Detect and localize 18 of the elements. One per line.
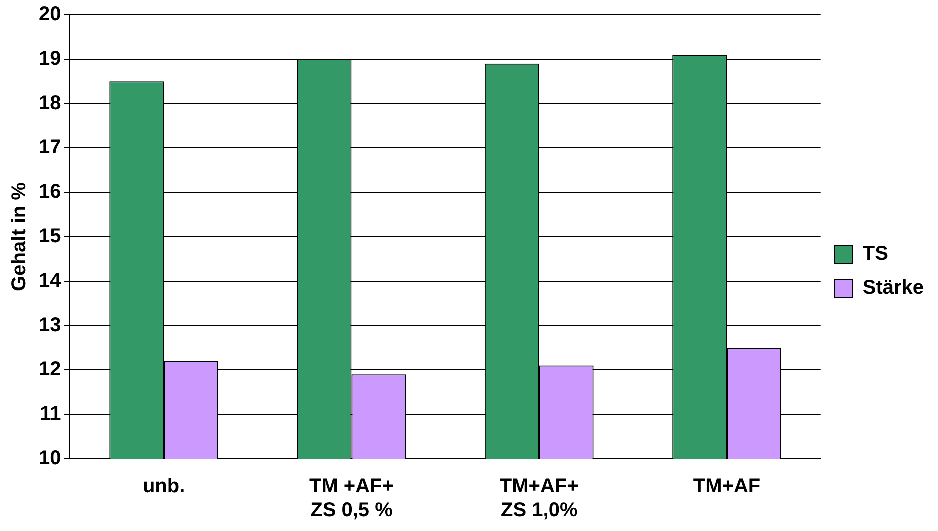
x-tick-label: TM+AF — [693, 476, 761, 498]
x-tick-label: TM +AF+ ZS 0,5 % — [309, 476, 394, 522]
legend-label: Stärke — [862, 277, 924, 300]
y-tick-label: 16 — [38, 181, 62, 204]
y-tick-label: 11 — [40, 403, 62, 426]
y-tick-label: 19 — [38, 48, 62, 70]
y-tick-label: 12 — [38, 358, 62, 381]
y-tick-label: 10 — [38, 448, 62, 470]
y-tick-label: 15 — [38, 226, 62, 248]
y-tick-label: 17 — [38, 136, 62, 159]
y-tick-label: 14 — [38, 270, 62, 292]
y-axis-title: Gehalt in % — [8, 182, 31, 292]
x-tick-label: unb. — [142, 476, 186, 498]
y-tick-label: 13 — [38, 314, 62, 336]
y-tick-label: 20 — [38, 4, 62, 26]
legend-label: TS — [862, 243, 888, 266]
x-tick-label: TM+AF+ ZS 1,0% — [500, 476, 579, 522]
y-tick-label: 18 — [38, 92, 62, 114]
